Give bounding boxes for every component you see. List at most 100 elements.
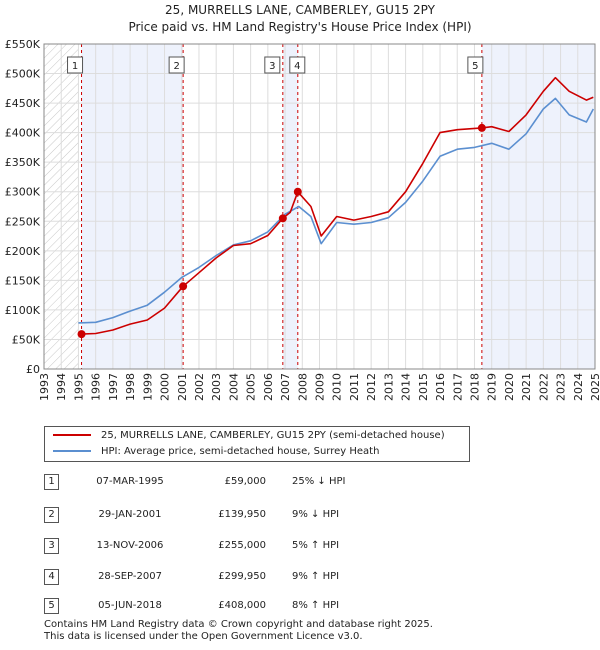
sale-point bbox=[293, 187, 302, 196]
plot-frame bbox=[43, 43, 596, 370]
sale-date: 29-JAN-2001 bbox=[98, 509, 162, 520]
y-tick-label: £300K bbox=[5, 186, 41, 199]
x-tick-label: 2008 bbox=[296, 373, 309, 401]
sale-number-label: 4 bbox=[294, 61, 300, 72]
sale-hpi-change: 5% ↑ HPI bbox=[292, 540, 340, 551]
x-tick-label: 1993 bbox=[38, 373, 51, 401]
y-tick-label: £100K bbox=[5, 304, 41, 317]
sale-number-box bbox=[467, 56, 484, 74]
y-tick-label: £0 bbox=[26, 363, 40, 376]
sale-date: 05-JUN-2018 bbox=[98, 600, 162, 611]
sale-hpi-change: 9% ↑ HPI bbox=[292, 571, 340, 582]
y-tick-label: £200K bbox=[5, 245, 41, 258]
sale-row: 1 07-MAR-1995 £59,000 25% ↓ HPI bbox=[44, 474, 444, 490]
x-tick-label: 2021 bbox=[520, 373, 533, 401]
x-tick-label: 2004 bbox=[227, 373, 240, 401]
x-tick-label: 1994 bbox=[55, 373, 68, 401]
sale-hpi-change: 25% ↓ HPI bbox=[292, 476, 346, 487]
sale-number-box bbox=[67, 56, 84, 74]
x-tick-label: 2013 bbox=[382, 373, 395, 401]
x-tick-label: 2019 bbox=[486, 373, 499, 401]
x-tick-label: 2011 bbox=[348, 373, 361, 401]
legend-swatch-property bbox=[53, 434, 91, 436]
sale-row: 3 13-NOV-2006 £255,000 5% ↑ HPI bbox=[44, 538, 444, 554]
y-tick-label: £250K bbox=[5, 215, 41, 228]
x-tick-label: 2006 bbox=[262, 373, 275, 401]
ownership-band bbox=[81, 44, 184, 369]
sale-number-label: 1 bbox=[72, 61, 78, 72]
sale-number-box bbox=[289, 56, 306, 74]
property-price-line bbox=[81, 76, 594, 335]
x-tick-label: 1998 bbox=[124, 373, 137, 401]
sale-number: 3 bbox=[44, 538, 59, 554]
x-tick-label: 2023 bbox=[555, 373, 568, 401]
x-tick-label: 2002 bbox=[193, 373, 206, 401]
y-tick-label: £450K bbox=[5, 97, 41, 110]
price-chart: 1 2 3 4 5 £0 £50K £100K £150K £200K £250K £300K £35… bbox=[5, 38, 600, 401]
sale-price: £408,000 bbox=[218, 600, 266, 611]
legend-label-property: 25, MURRELLS LANE, CAMBERLEY, GU15 2PY (… bbox=[101, 430, 445, 441]
y-tick-label: £400K bbox=[5, 127, 41, 140]
x-tick-label: 2024 bbox=[572, 373, 585, 401]
x-tick-label: 2015 bbox=[417, 373, 430, 401]
legend-item-hpi: HPI: Average price, semi-detached house,… bbox=[53, 444, 379, 460]
x-tick-label: 2003 bbox=[210, 373, 223, 401]
x-tick-label: 2020 bbox=[503, 373, 516, 401]
sale-number: 5 bbox=[44, 598, 59, 614]
sale-price: £59,000 bbox=[224, 476, 266, 487]
sale-price: £139,950 bbox=[218, 509, 266, 520]
x-tick-label: 1995 bbox=[72, 373, 85, 401]
y-tick-label: £50K bbox=[12, 333, 41, 346]
footer-line-copyright: Contains HM Land Registry data © Crown c… bbox=[44, 619, 433, 630]
sale-number: 1 bbox=[44, 474, 59, 490]
y-tick-label: £350K bbox=[5, 156, 41, 169]
sale-date: 13-NOV-2006 bbox=[96, 540, 164, 551]
ownership-band bbox=[282, 44, 298, 369]
sale-point bbox=[477, 123, 486, 132]
x-tick-label: 1999 bbox=[141, 373, 154, 401]
x-tick-label: 2022 bbox=[537, 373, 550, 401]
sale-number-label: 2 bbox=[173, 61, 179, 72]
x-tick-label: 1996 bbox=[90, 373, 103, 401]
legend-swatch-hpi bbox=[53, 450, 91, 452]
chart-subtitle: Price paid vs. HM Land Registry's House … bbox=[128, 20, 472, 34]
sale-date: 07-MAR-1995 bbox=[96, 476, 164, 487]
x-tick-label: 2001 bbox=[176, 373, 189, 401]
x-tick-label: 2007 bbox=[279, 373, 292, 401]
sale-row: 5 05-JUN-2018 £408,000 8% ↑ HPI bbox=[44, 598, 444, 614]
y-tick-label: £500K bbox=[5, 68, 41, 81]
sale-date: 28-SEP-2007 bbox=[98, 571, 162, 582]
x-tick-label: 2018 bbox=[468, 373, 481, 401]
x-tick-label: 2017 bbox=[451, 373, 464, 401]
x-tick-label: 2012 bbox=[365, 373, 378, 401]
sale-number: 2 bbox=[44, 507, 59, 523]
sale-number-box bbox=[168, 56, 185, 74]
chart-title-block: 25, MURRELLS LANE, CAMBERLEY, GU15 2PY P… bbox=[0, 2, 600, 36]
legend-label-hpi: HPI: Average price, semi-detached house,… bbox=[101, 446, 380, 457]
sale-row: 4 28-SEP-2007 £299,950 9% ↑ HPI bbox=[44, 569, 444, 585]
sale-hpi-change: 8% ↑ HPI bbox=[292, 600, 340, 611]
sale-hpi-change: 9% ↓ HPI bbox=[292, 509, 340, 520]
sale-number-label: 3 bbox=[269, 61, 275, 72]
sale-point bbox=[77, 330, 86, 339]
footer-notice: Contains HM Land Registry data © Crown c… bbox=[44, 619, 584, 643]
legend: 25, MURRELLS LANE, CAMBERLEY, GU15 2PY (… bbox=[44, 426, 470, 462]
sale-price: £255,000 bbox=[218, 540, 266, 551]
x-tick-label: 2014 bbox=[400, 373, 413, 401]
sale-price: £299,950 bbox=[218, 571, 266, 582]
chart-title: 25, MURRELLS LANE, CAMBERLEY, GU15 2PY bbox=[165, 3, 435, 17]
footer-line-licence: This data is licensed under the Open Gov… bbox=[44, 631, 363, 642]
x-tick-label: 2025 bbox=[589, 373, 600, 401]
legend-item-property: 25, MURRELLS LANE, CAMBERLEY, GU15 2PY (… bbox=[53, 428, 445, 444]
x-tick-label: 2009 bbox=[314, 373, 327, 401]
sale-number-box bbox=[264, 56, 281, 74]
x-tick-label: 2000 bbox=[159, 373, 172, 401]
x-tick-label: 1997 bbox=[107, 373, 120, 401]
sale-point bbox=[278, 214, 287, 223]
y-tick-label: £150K bbox=[5, 274, 41, 287]
sale-number-label: 5 bbox=[472, 61, 478, 72]
sale-row: 2 29-JAN-2001 £139,950 9% ↓ HPI bbox=[44, 507, 444, 523]
x-tick-label: 2016 bbox=[434, 373, 447, 401]
sale-number: 4 bbox=[44, 569, 59, 585]
sale-point bbox=[179, 282, 188, 291]
